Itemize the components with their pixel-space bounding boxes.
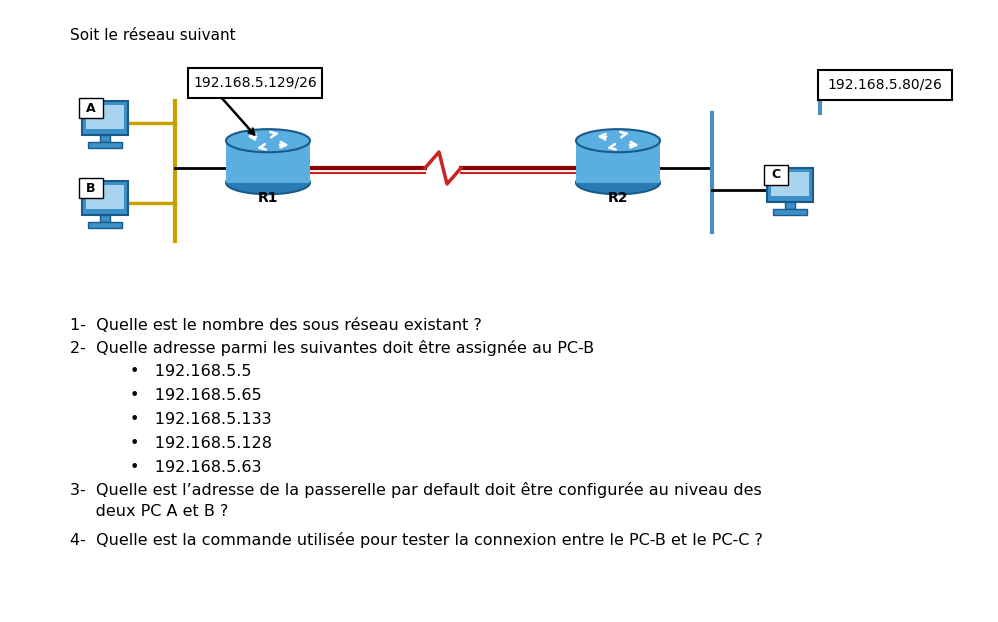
FancyBboxPatch shape bbox=[100, 135, 110, 142]
Text: •   192.168.5.63: • 192.168.5.63 bbox=[130, 460, 261, 475]
FancyBboxPatch shape bbox=[576, 141, 660, 183]
FancyBboxPatch shape bbox=[86, 185, 124, 209]
Ellipse shape bbox=[226, 171, 310, 194]
Text: •   192.168.5.128: • 192.168.5.128 bbox=[130, 436, 272, 451]
Text: •   192.168.5.5: • 192.168.5.5 bbox=[130, 364, 251, 379]
FancyBboxPatch shape bbox=[88, 222, 122, 228]
Text: R1: R1 bbox=[257, 191, 278, 205]
FancyBboxPatch shape bbox=[771, 172, 809, 196]
Text: 4-  Quelle est la commande utilisée pour tester la connexion entre le PC-B et le: 4- Quelle est la commande utilisée pour … bbox=[70, 532, 762, 548]
Text: 2-  Quelle adresse parmi les suivantes doit être assignée au PC-B: 2- Quelle adresse parmi les suivantes do… bbox=[70, 340, 594, 356]
FancyBboxPatch shape bbox=[764, 165, 788, 185]
FancyBboxPatch shape bbox=[82, 101, 128, 135]
Text: 192.168.5.80/26: 192.168.5.80/26 bbox=[827, 78, 942, 92]
Text: C: C bbox=[771, 169, 780, 182]
Text: 3-  Quelle est l’adresse de la passerelle par default doit être configurée au ni: 3- Quelle est l’adresse de la passerelle… bbox=[70, 482, 761, 498]
Text: A: A bbox=[86, 101, 96, 114]
FancyBboxPatch shape bbox=[86, 105, 124, 129]
Text: B: B bbox=[86, 182, 96, 195]
FancyBboxPatch shape bbox=[767, 168, 813, 202]
Text: 192.168.5.129/26: 192.168.5.129/26 bbox=[194, 76, 317, 90]
Ellipse shape bbox=[576, 171, 660, 194]
Text: •   192.168.5.133: • 192.168.5.133 bbox=[130, 412, 271, 427]
FancyBboxPatch shape bbox=[773, 209, 807, 215]
FancyBboxPatch shape bbox=[88, 142, 122, 148]
FancyBboxPatch shape bbox=[785, 202, 795, 209]
Ellipse shape bbox=[226, 129, 310, 152]
FancyBboxPatch shape bbox=[79, 178, 103, 198]
FancyBboxPatch shape bbox=[79, 98, 103, 118]
Text: deux PC A et B ?: deux PC A et B ? bbox=[70, 504, 229, 519]
Ellipse shape bbox=[576, 129, 660, 152]
FancyBboxPatch shape bbox=[100, 215, 110, 222]
FancyBboxPatch shape bbox=[818, 70, 952, 100]
Text: •   192.168.5.65: • 192.168.5.65 bbox=[130, 388, 261, 403]
Text: R2: R2 bbox=[608, 191, 629, 205]
FancyBboxPatch shape bbox=[226, 141, 310, 183]
Text: Soit le réseau suivant: Soit le réseau suivant bbox=[70, 28, 236, 43]
Text: 1-  Quelle est le nombre des sous réseau existant ?: 1- Quelle est le nombre des sous réseau … bbox=[70, 318, 482, 333]
FancyBboxPatch shape bbox=[188, 68, 322, 98]
FancyBboxPatch shape bbox=[82, 181, 128, 215]
